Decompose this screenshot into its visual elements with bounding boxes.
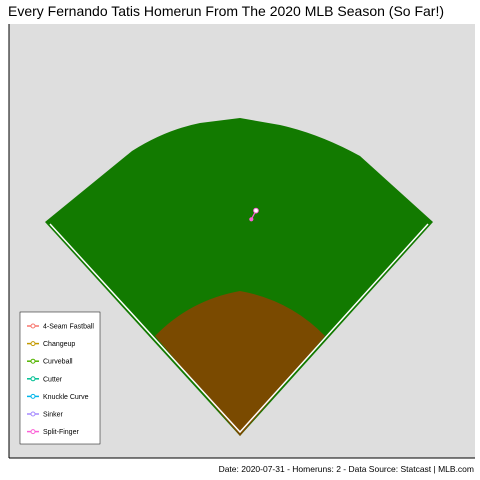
legend-key-point bbox=[30, 358, 36, 364]
infield-dirt bbox=[155, 291, 325, 436]
legend-label: Cutter bbox=[43, 376, 63, 383]
legend-key-point bbox=[30, 429, 36, 435]
legend: 4-Seam Fastball Changeup Curveball Cutter Kn… bbox=[19, 311, 101, 445]
homerun-point bbox=[249, 217, 254, 222]
legend-label: Split-Finger bbox=[43, 429, 79, 436]
chart-caption: Date: 2020-07-31 - Homeruns: 2 - Data So… bbox=[218, 464, 474, 474]
legend-item: Split-Finger bbox=[27, 429, 79, 436]
legend-label: 4-Seam Fastball bbox=[43, 324, 94, 331]
legend-key-point bbox=[30, 393, 36, 399]
legend-key-point bbox=[30, 323, 36, 329]
legend-item: Sinker bbox=[27, 411, 64, 419]
homerun-markers bbox=[249, 207, 259, 222]
legend-label: Curveball bbox=[43, 359, 73, 366]
legend-label: Sinker bbox=[43, 412, 64, 419]
legend-item: 4-Seam Fastball bbox=[27, 323, 94, 331]
legend-item: Cutter bbox=[27, 376, 63, 383]
legend-item: Changeup bbox=[27, 341, 75, 348]
legend-label: Knuckle Curve bbox=[43, 394, 89, 401]
legend-item: Knuckle Curve bbox=[27, 393, 89, 401]
legend-label: Changeup bbox=[43, 341, 75, 348]
outfield-grass bbox=[45, 118, 433, 436]
legend-key-point bbox=[30, 411, 36, 417]
legend-item: Curveball bbox=[27, 358, 73, 366]
legend-key-point bbox=[30, 341, 36, 347]
chart-title: Every Fernando Tatis Homerun From The 20… bbox=[8, 3, 445, 19]
legend-key-point bbox=[30, 376, 36, 382]
foul-lines bbox=[49, 223, 429, 434]
homerun-point bbox=[253, 207, 259, 214]
